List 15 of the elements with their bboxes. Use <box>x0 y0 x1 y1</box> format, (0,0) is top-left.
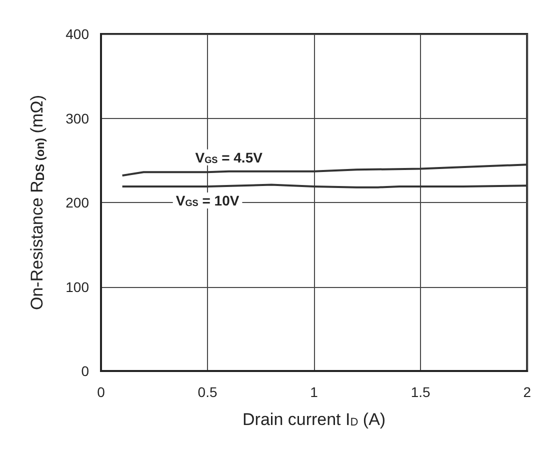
x-tick-label: 2 <box>523 384 532 400</box>
y-axis-title: On-Resistance RDS (on) (mΩ) <box>28 94 47 310</box>
y-tick-label: 300 <box>66 110 90 126</box>
y-tick-label: 400 <box>66 26 90 42</box>
x-tick-label: 0 <box>97 384 106 400</box>
series-label: VGS = 4.5V <box>195 149 264 166</box>
x-tick-label: 1.5 <box>410 384 431 400</box>
x-tick-label: 1 <box>310 384 318 400</box>
y-tick-label: 0 <box>81 363 90 379</box>
y-tick-label: 100 <box>66 278 90 295</box>
line-series <box>121 164 528 177</box>
series-label: VGS = 10V <box>176 192 240 208</box>
x-tick-label: 0.5 <box>198 384 218 400</box>
y-tick-label: 200 <box>66 194 90 210</box>
x-axis-title: Drain current ID (A) <box>242 410 386 429</box>
